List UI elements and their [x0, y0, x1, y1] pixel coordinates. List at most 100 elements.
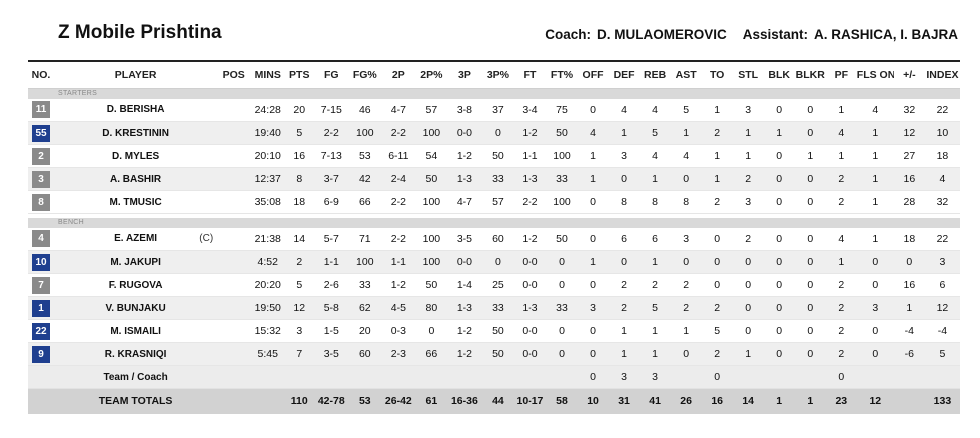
- column-header-ft-pct[interactable]: FT%: [546, 60, 578, 89]
- stat-pts: [285, 365, 314, 389]
- column-header-3p-pct[interactable]: 3P%: [482, 60, 514, 89]
- player-name[interactable]: V. BUNJAKU: [54, 296, 218, 320]
- stat-index: -4: [924, 319, 960, 343]
- player-name[interactable]: E. AZEMI (C): [54, 227, 218, 251]
- stat-2p: 2-3: [380, 342, 417, 366]
- stat-to: 2: [701, 342, 733, 366]
- stat-ast: 4: [670, 144, 702, 168]
- stat-fg-pct: 33: [349, 273, 381, 297]
- stat-fg-pct: 20: [349, 319, 381, 343]
- player-name-text[interactable]: D. KRESTININ: [102, 127, 169, 139]
- jersey-number-badge: 1: [32, 299, 50, 317]
- stat-stl: 0: [732, 296, 764, 320]
- player-name-text[interactable]: D. BERISHA: [106, 104, 165, 116]
- stat-fg-pct: 53: [349, 388, 381, 414]
- player-name[interactable]: M. JAKUPI: [54, 250, 218, 274]
- player-name-text[interactable]: E. AZEMI: [114, 233, 158, 245]
- column-header-def[interactable]: DEF: [608, 60, 640, 89]
- column-header-plus-minus[interactable]: +/-: [893, 60, 925, 89]
- stat-plus-minus: 18: [893, 227, 925, 251]
- column-header-off[interactable]: OFF: [577, 60, 609, 89]
- column-header-blk[interactable]: BLK: [763, 60, 795, 89]
- column-header-index[interactable]: INDEX: [924, 60, 960, 89]
- column-header-row: NO. PLAYER POS MINS PTS FG FG% 2P 2P% 3P 3P% FT FT% O…: [28, 60, 960, 89]
- player-name[interactable]: M. TMUSIC: [54, 190, 218, 214]
- stat-def: 1: [608, 342, 640, 366]
- stat-blk: 0: [763, 296, 795, 320]
- stat-reb: 4: [639, 144, 671, 168]
- column-header-pf[interactable]: PF: [825, 60, 857, 89]
- player-name-text[interactable]: F. RUGOVA: [108, 279, 163, 291]
- stat-plus-minus: 0: [893, 250, 925, 274]
- player-name[interactable]: A. BASHIR: [54, 167, 218, 191]
- column-header-fg-pct[interactable]: FG%: [349, 60, 381, 89]
- column-header-2p[interactable]: 2P: [380, 60, 417, 89]
- column-header-2p-pct[interactable]: 2P%: [416, 60, 447, 89]
- stat-3p: 1-3: [446, 296, 483, 320]
- column-header-3p[interactable]: 3P: [446, 60, 483, 89]
- player-row[interactable]: 3 A. BASHIR 12:37 8 3-7 42 2-4 50 1-3 33 1-3 33 1 0 1 0…: [28, 167, 960, 191]
- player-name-text[interactable]: D. MYLES: [111, 150, 160, 162]
- player-name-text[interactable]: V. BUNJAKU: [105, 302, 166, 314]
- column-header-to[interactable]: TO: [701, 60, 733, 89]
- column-header-pts[interactable]: PTS: [285, 60, 314, 89]
- player-name-text[interactable]: M. JAKUPI: [110, 256, 161, 268]
- stat-ft-pct: 0: [546, 273, 578, 297]
- column-header-player[interactable]: PLAYER: [54, 60, 218, 89]
- stat-plus-minus: [893, 388, 925, 414]
- stat-3p: 0-0: [446, 121, 483, 145]
- column-header-ft[interactable]: FT: [513, 60, 547, 89]
- empty-cell: [28, 388, 55, 414]
- column-header-stl[interactable]: STL: [732, 60, 764, 89]
- column-header-fg[interactable]: FG: [313, 60, 350, 89]
- player-name[interactable]: M. ISMAILI: [54, 319, 218, 343]
- stat-mins: 15:32: [250, 319, 286, 343]
- column-header-blkr[interactable]: BLKR: [794, 60, 826, 89]
- player-name-text[interactable]: A. BASHIR: [110, 173, 162, 185]
- player-name[interactable]: R. KRASNIQI: [54, 342, 218, 366]
- column-header-reb[interactable]: REB: [639, 60, 671, 89]
- player-row[interactable]: 9 R. KRASNIQI 5:45 7 3-5 60 2-3 66 1-2 50 0-0 0 0 1 1 0…: [28, 342, 960, 366]
- player-row[interactable]: 10 M. JAKUPI 4:52 2 1-1 100 1-1 100 0-0 0 0-0 0 1 0 1 0…: [28, 250, 960, 274]
- stat-blkr: 0: [794, 121, 826, 145]
- player-name[interactable]: F. RUGOVA: [54, 273, 218, 297]
- column-header-mins[interactable]: MINS: [250, 60, 286, 89]
- player-row[interactable]: 8 M. TMUSIC 35:08 18 6-9 66 2-2 100 4-7 57 2-2 100 0…: [28, 190, 960, 214]
- stat-fg-pct: 100: [349, 121, 381, 145]
- stat-stl: 0: [732, 273, 764, 297]
- player-row[interactable]: 2 D. MYLES 20:10 16 7-13 53 6-11 54 1-2 50 1-1 100 1…: [28, 144, 960, 168]
- player-name[interactable]: D. KRESTININ: [54, 121, 218, 145]
- stat-index: 18: [924, 144, 960, 168]
- stat-index: 3: [924, 250, 960, 274]
- stat-to: 2: [701, 296, 733, 320]
- jersey-number-badge: 4: [32, 230, 50, 248]
- stat-mins: 21:38: [250, 227, 286, 251]
- player-name[interactable]: D. MYLES: [54, 144, 218, 168]
- stat-pts: 8: [285, 167, 314, 191]
- player-row[interactable]: 1 V. BUNJAKU 19:50 12 5-8 62 4-5 80 1-3 33 1-3 33 3 2…: [28, 296, 960, 320]
- stat-3p-pct: 25: [482, 273, 514, 297]
- stat-def: 2: [608, 273, 640, 297]
- jersey-number-cell: 8: [28, 190, 55, 214]
- column-header-pos[interactable]: POS: [217, 60, 251, 89]
- player-row[interactable]: 7 F. RUGOVA 20:20 5 2-6 33 1-2 50 1-4 25 0-0 0 0 2 2 2 0…: [28, 273, 960, 297]
- player-row[interactable]: 11 D. BERISHA 24:28 20 7-15 46 4-7 57 3-8 37 3-4 75…: [28, 98, 960, 122]
- column-header-ast[interactable]: AST: [670, 60, 702, 89]
- player-row[interactable]: 4 E. AZEMI (C) 21:38 14 5-7 71 2-2 100 3-5 60 1-2 50…: [28, 227, 960, 251]
- player-name[interactable]: D. BERISHA: [54, 98, 218, 122]
- player-name-text[interactable]: R. KRASNIQI: [104, 348, 167, 360]
- stat-fg: 1-5: [313, 319, 350, 343]
- stat-ft: 1-2: [513, 121, 547, 145]
- stat-off: 0: [577, 98, 609, 122]
- column-header-fls-on[interactable]: FLS ON: [856, 60, 894, 89]
- stat-fg-pct: 42: [349, 167, 381, 191]
- player-name-text[interactable]: M. ISMAILI: [110, 325, 161, 337]
- stat-blkr: [794, 365, 826, 389]
- stat-index: 5: [924, 342, 960, 366]
- stat-ft: 1-3: [513, 167, 547, 191]
- section-starters: STARTERS: [28, 88, 960, 99]
- player-row[interactable]: 55 D. KRESTININ 19:40 5 2-2 100 2-2 100 0-0 0 1-2 5…: [28, 121, 960, 145]
- player-row[interactable]: 22 M. ISMAILI 15:32 3 1-5 20 0-3 0 1-2 50 0-0 0 0 1 1 1…: [28, 319, 960, 343]
- player-name-text[interactable]: M. TMUSIC: [109, 196, 162, 208]
- column-header-no[interactable]: NO.: [28, 60, 55, 89]
